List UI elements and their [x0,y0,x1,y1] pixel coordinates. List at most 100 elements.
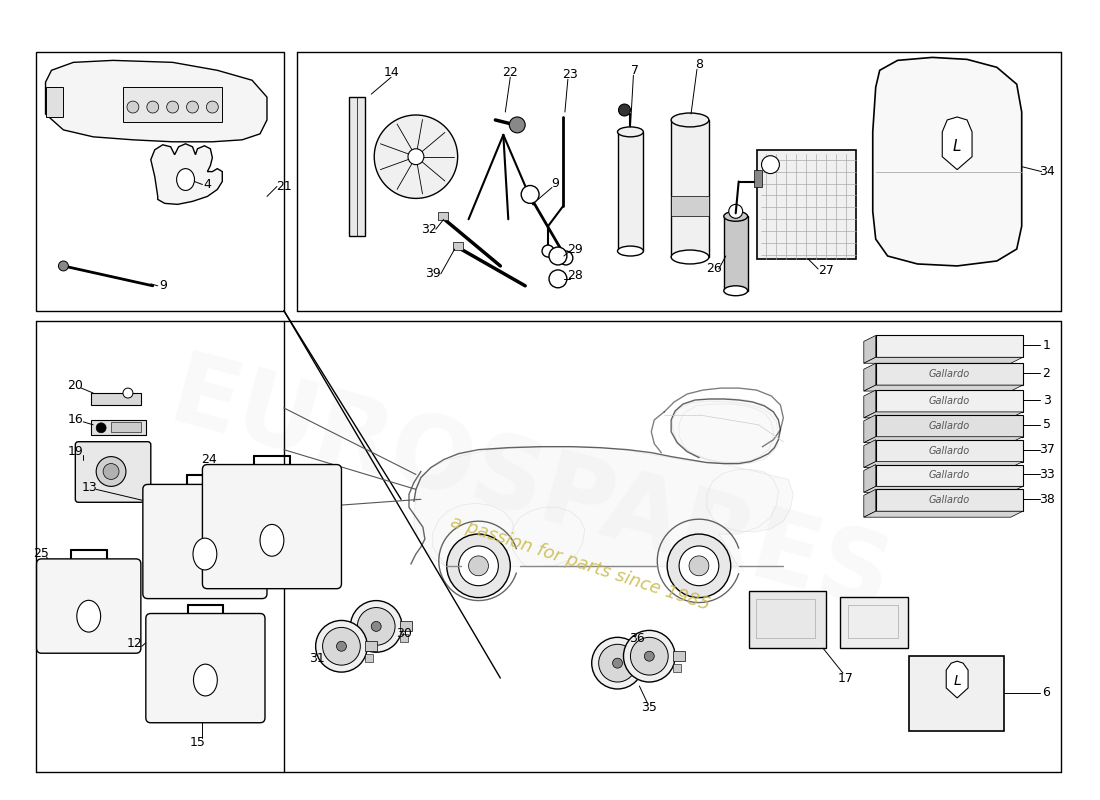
Bar [123,87,222,122]
Ellipse shape [617,246,643,256]
Ellipse shape [724,286,748,296]
Text: 16: 16 [67,414,84,426]
Polygon shape [864,511,1023,517]
FancyBboxPatch shape [143,485,267,598]
Polygon shape [864,358,1023,363]
Ellipse shape [260,525,284,556]
Text: 33: 33 [1038,468,1055,481]
Text: 5: 5 [1043,418,1050,431]
FancyBboxPatch shape [202,465,341,589]
Circle shape [187,101,198,113]
Text: 27: 27 [818,265,834,278]
Polygon shape [864,390,876,418]
Polygon shape [151,144,222,204]
Text: EUROSPARES: EUROSPARES [160,346,901,632]
Bar [876,335,1023,358]
Polygon shape [864,486,1023,492]
Text: 8: 8 [695,58,703,71]
Text: 39: 39 [425,267,441,280]
Text: L: L [86,611,92,621]
Ellipse shape [77,600,100,632]
Text: 13: 13 [81,481,97,494]
Polygon shape [864,363,876,391]
Bar [876,490,1023,511]
Polygon shape [864,437,1023,442]
Bar [641,658,653,668]
Text: 19: 19 [67,445,84,458]
FancyBboxPatch shape [75,442,151,502]
Polygon shape [946,661,968,698]
Bar [876,363,1023,385]
Polygon shape [864,415,876,442]
Bar [438,212,448,220]
Text: 30: 30 [396,627,412,640]
Circle shape [521,186,539,203]
Circle shape [123,388,133,398]
Bar [400,634,408,642]
Bar [876,465,1023,486]
Text: 9: 9 [158,279,166,292]
Circle shape [96,457,126,486]
Text: Gallardo: Gallardo [928,470,970,481]
Circle shape [146,101,158,113]
Circle shape [549,247,566,265]
Text: 3: 3 [1043,394,1050,406]
Ellipse shape [671,250,708,264]
Circle shape [630,638,668,675]
Circle shape [598,644,637,682]
Circle shape [408,149,424,165]
Polygon shape [864,412,1023,418]
Circle shape [618,104,630,116]
Ellipse shape [671,113,708,127]
Text: 22: 22 [503,66,518,78]
Circle shape [549,270,566,288]
Circle shape [761,156,780,174]
Text: 1: 1 [1043,339,1050,352]
Circle shape [679,546,718,586]
Polygon shape [864,462,1023,467]
Circle shape [728,204,743,218]
Text: 4: 4 [204,178,211,191]
Text: Gallardo: Gallardo [928,421,970,431]
Text: 28: 28 [566,270,583,282]
Text: Gallardo: Gallardo [928,495,970,506]
Bar [749,590,826,648]
Ellipse shape [194,664,218,696]
Circle shape [126,101,139,113]
Text: 26: 26 [706,262,722,275]
Circle shape [689,556,708,576]
Circle shape [613,658,623,668]
Bar [617,132,643,251]
FancyBboxPatch shape [146,614,265,722]
Text: 36: 36 [629,632,646,645]
Text: 23: 23 [562,68,578,81]
Text: 38: 38 [1038,493,1055,506]
Ellipse shape [724,211,748,222]
Text: 24: 24 [201,453,218,466]
Circle shape [372,622,382,631]
Bar [453,242,463,250]
Text: 6: 6 [1043,686,1050,699]
Text: 35: 35 [641,702,657,714]
Ellipse shape [192,538,217,570]
Text: 34: 34 [1038,165,1055,178]
Text: L: L [201,549,208,559]
Bar [400,622,412,631]
Circle shape [447,534,510,598]
Text: 14: 14 [383,66,399,78]
Bar [754,170,761,187]
Text: L: L [268,535,275,546]
Text: 29: 29 [566,242,583,255]
Polygon shape [45,87,64,117]
Circle shape [668,534,730,598]
Circle shape [207,101,218,113]
Circle shape [103,463,119,479]
Bar [671,197,708,216]
Polygon shape [35,53,284,310]
Bar [673,651,685,661]
Text: 9: 9 [551,177,559,190]
Ellipse shape [177,169,195,190]
Circle shape [167,101,178,113]
Text: L: L [202,675,209,685]
FancyBboxPatch shape [36,559,141,654]
